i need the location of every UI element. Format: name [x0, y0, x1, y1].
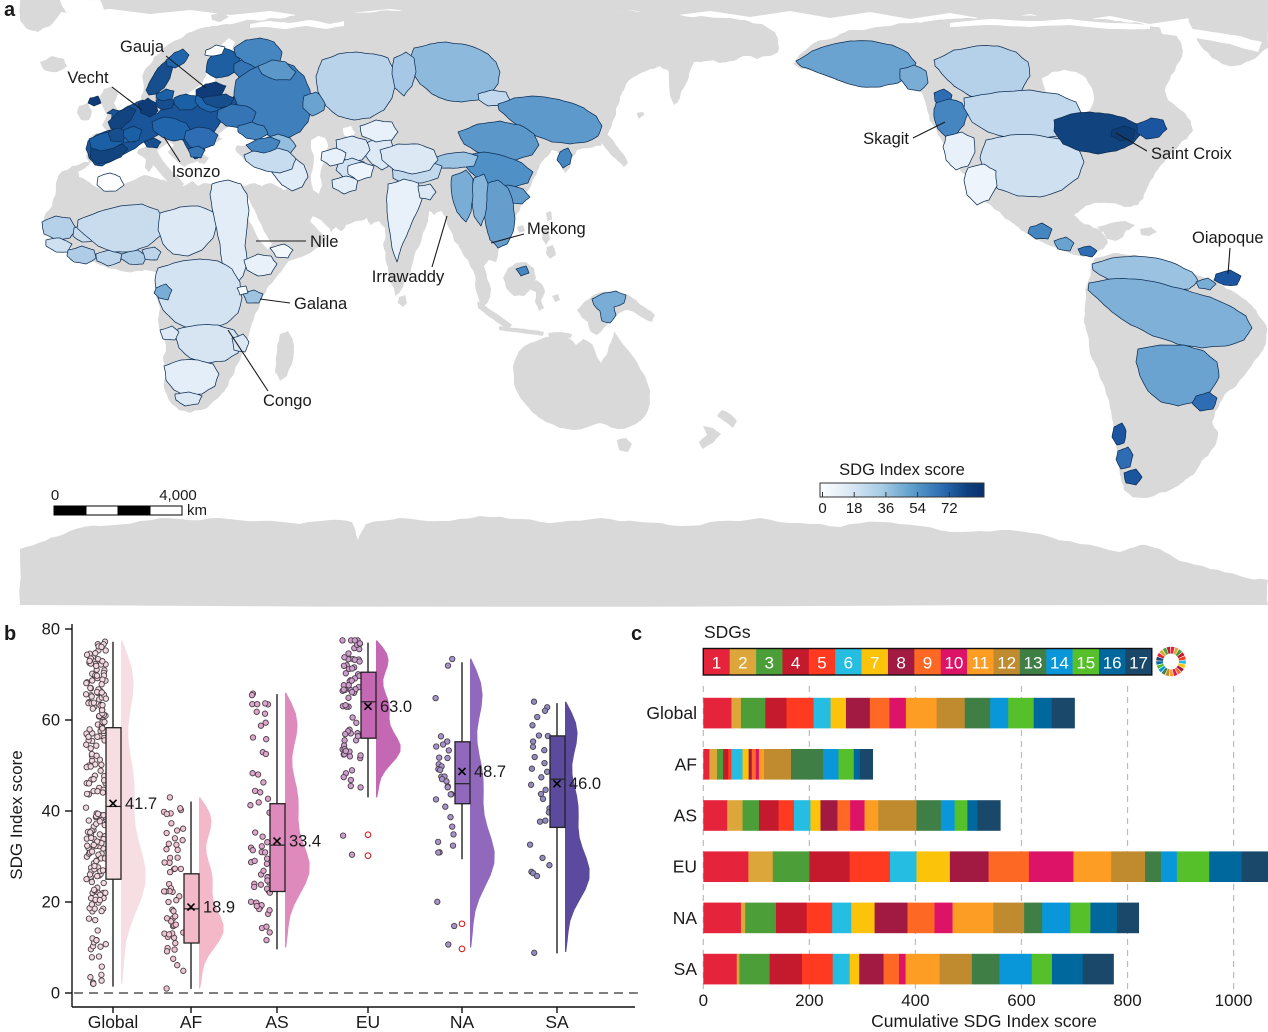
svg-text:12: 12 [997, 654, 1016, 673]
svg-text:SA: SA [545, 1012, 569, 1032]
svg-text:60: 60 [42, 712, 60, 730]
svg-text:Cumulative SDG Index score: Cumulative SDG Index score [871, 1011, 1097, 1031]
svg-text:41.7: 41.7 [125, 795, 157, 813]
svg-text:18.9: 18.9 [203, 899, 235, 917]
svg-text:1: 1 [712, 654, 721, 673]
svg-text:1000: 1000 [1215, 991, 1253, 1010]
svg-text:EU: EU [356, 1012, 380, 1032]
svg-text:Global: Global [88, 1012, 139, 1032]
svg-text:17: 17 [1129, 654, 1148, 673]
svg-text:2: 2 [738, 654, 747, 673]
svg-text:400: 400 [901, 991, 929, 1010]
svg-text:NA: NA [450, 1012, 475, 1032]
svg-text:36: 36 [878, 500, 895, 517]
svg-text:72: 72 [941, 500, 958, 517]
svg-text:Saint Croix: Saint Croix [1151, 145, 1232, 163]
svg-text:63.0: 63.0 [380, 698, 412, 716]
svg-text:b: b [4, 623, 16, 645]
svg-text:AF: AF [675, 754, 697, 774]
svg-text:48.7: 48.7 [474, 763, 506, 781]
svg-text:16: 16 [1103, 654, 1122, 673]
svg-text:200: 200 [795, 991, 823, 1010]
svg-text:Gauja: Gauja [120, 38, 165, 56]
svg-text:33.4: 33.4 [289, 833, 321, 851]
svg-text:46.0: 46.0 [569, 775, 601, 793]
svg-text:SA: SA [674, 959, 698, 979]
svg-text:Skagit: Skagit [863, 130, 909, 148]
svg-text:15: 15 [1076, 654, 1095, 673]
svg-text:Vecht: Vecht [67, 69, 109, 87]
svg-text:Oiapoque: Oiapoque [1192, 229, 1264, 247]
svg-text:0: 0 [51, 487, 59, 504]
svg-text:SDG Index score: SDG Index score [839, 461, 965, 479]
svg-text:54: 54 [909, 500, 926, 517]
svg-text:AF: AF [180, 1012, 202, 1032]
svg-text:Mekong: Mekong [527, 220, 586, 238]
svg-text:AS: AS [265, 1012, 288, 1032]
svg-text:EU: EU [673, 857, 697, 877]
svg-text:10: 10 [944, 654, 963, 673]
svg-text:c: c [631, 623, 642, 645]
svg-text:14: 14 [1050, 654, 1069, 673]
svg-text:18: 18 [846, 500, 863, 517]
svg-text:0: 0 [51, 985, 60, 1003]
svg-text:800: 800 [1113, 991, 1141, 1010]
svg-text:80: 80 [42, 621, 60, 639]
svg-text:40: 40 [42, 803, 60, 821]
svg-text:0: 0 [699, 991, 708, 1010]
svg-text:0: 0 [818, 500, 826, 517]
svg-text:600: 600 [1007, 991, 1035, 1010]
svg-text:Congo: Congo [263, 392, 312, 410]
svg-text:Isonzo: Isonzo [172, 163, 221, 181]
svg-text:km: km [187, 502, 207, 519]
svg-text:NA: NA [673, 908, 698, 928]
svg-text:6: 6 [844, 654, 853, 673]
svg-text:SDGs: SDGs [704, 622, 751, 642]
svg-text:7: 7 [870, 654, 879, 673]
svg-text:SDG Index score: SDG Index score [7, 750, 26, 879]
svg-text:11: 11 [971, 654, 989, 673]
svg-text:AS: AS [674, 806, 697, 826]
svg-text:8: 8 [896, 654, 905, 673]
svg-text:a: a [4, 0, 16, 21]
svg-text:5: 5 [817, 654, 826, 673]
svg-text:9: 9 [923, 654, 932, 673]
svg-text:3: 3 [765, 654, 774, 673]
svg-text:Galana: Galana [294, 295, 348, 313]
svg-text:Irrawaddy: Irrawaddy [372, 268, 445, 286]
svg-text:4: 4 [791, 654, 800, 673]
svg-text:20: 20 [42, 894, 60, 912]
svg-text:4,000: 4,000 [159, 487, 197, 504]
svg-text:Nile: Nile [310, 233, 338, 251]
svg-text:13: 13 [1024, 654, 1043, 673]
svg-text:Global: Global [646, 703, 697, 723]
